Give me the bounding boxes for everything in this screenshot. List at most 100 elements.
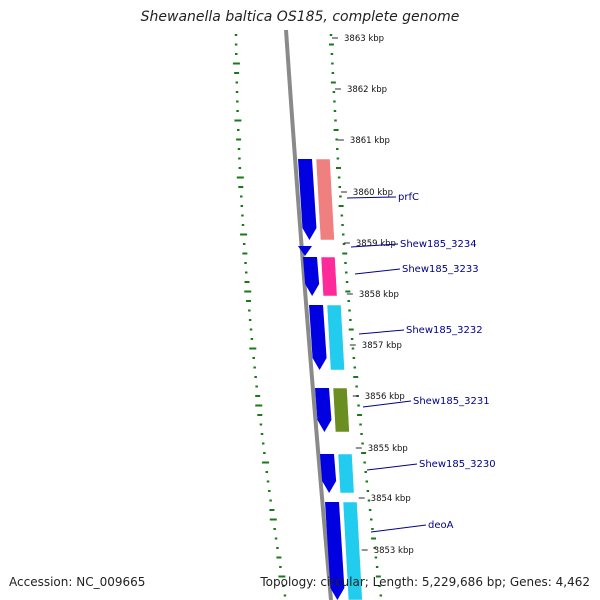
gc-skew-mark	[353, 366, 357, 369]
gc-skew-outer-track	[232, 34, 287, 597]
gc-skew-mark	[236, 176, 244, 179]
gc-skew-mark	[339, 195, 342, 198]
cds-forward-block	[298, 246, 312, 256]
gene-label[interactable]: Shew185_3231	[413, 396, 490, 407]
gc-skew-mark	[273, 528, 276, 530]
gc-skew-mark	[255, 404, 263, 407]
gc-skew-mark	[269, 518, 277, 521]
gc-skew-mark	[331, 72, 335, 74]
gene-label[interactable]: Shew185_3232	[406, 325, 483, 336]
gc-skew-mark	[234, 72, 240, 74]
cds-forward-block	[315, 388, 332, 432]
gc-skew-mark	[236, 138, 242, 141]
kbp-tick-label: 3861 kbp	[350, 136, 390, 146]
gene-label[interactable]: Shew185_3233	[402, 264, 479, 275]
gc-skew-mark	[379, 594, 383, 597]
gc-skew-mark	[375, 566, 379, 568]
kbp-tick-label: 3853 kbp	[374, 546, 414, 556]
gene-label[interactable]: deoA	[428, 520, 454, 531]
gene-label[interactable]: Shew185_3234	[400, 239, 477, 250]
gc-skew-mark	[333, 129, 339, 131]
gc-skew-mark	[353, 376, 359, 378]
gc-skew-mark	[351, 347, 355, 350]
gc-skew-mark	[330, 81, 336, 84]
gene-label-leader	[350, 243, 399, 248]
gc-skew-mark	[357, 404, 360, 407]
gc-skew-mark	[283, 594, 287, 597]
gc-skew-mark	[269, 509, 275, 511]
cds-forward-block	[309, 305, 327, 370]
gc-skew-mark	[371, 537, 377, 540]
gene-label-leader	[370, 524, 427, 533]
cds-forward-block	[303, 257, 320, 296]
gc-skew-mark	[348, 328, 354, 331]
gc-skew-mark	[249, 347, 257, 350]
gc-skew-mark	[360, 433, 363, 435]
gc-skew-mark	[236, 100, 239, 103]
genome-backbone	[284, 29, 333, 600]
gc-skew-mark	[363, 461, 366, 464]
gc-skew-mark	[234, 43, 238, 46]
gene-feature-block	[315, 158, 335, 241]
gc-skew-mark	[334, 119, 337, 122]
gc-skew-mark	[370, 518, 373, 521]
gc-skew-mark	[279, 566, 282, 568]
gc-skew-mark	[249, 328, 253, 331]
kbp-tick-label: 3859 kbp	[356, 239, 396, 249]
gc-skew-mark	[236, 129, 240, 131]
gene-label[interactable]: Shew185_3230	[419, 459, 496, 470]
kbp-tick-label: 3858 kbp	[359, 290, 399, 300]
gc-skew-mark	[241, 214, 244, 217]
gc-skew-mark	[332, 91, 336, 93]
gc-skew-mark	[265, 471, 269, 473]
kbp-tick-label: 3855 kbp	[368, 444, 408, 454]
gc-skew-mark	[248, 319, 252, 321]
gc-skew-mark	[255, 385, 258, 388]
topology-text: Topology: circular; Length: 5,229,686 bp…	[260, 575, 590, 589]
gc-skew-mark	[378, 585, 381, 587]
gc-skew-mark	[274, 537, 278, 540]
gc-skew-mark	[347, 300, 350, 302]
kbp-tick-label: 3862 kbp	[347, 85, 387, 95]
gc-skew-mark	[261, 442, 265, 445]
gc-skew-mark	[330, 53, 334, 55]
gc-skew-mark	[342, 252, 348, 255]
map-title: Shewanella baltica OS185, complete genom…	[140, 9, 460, 25]
gc-skew-mark	[371, 528, 374, 530]
gc-skew-mark	[244, 290, 252, 293]
cds-forward-block	[325, 502, 345, 600]
gc-skew-mark	[276, 547, 279, 549]
gc-skew-mark	[355, 385, 358, 388]
gc-skew-mark	[336, 148, 339, 150]
gc-skew-mark	[375, 575, 381, 578]
gc-skew-mark	[234, 34, 238, 36]
cds-forward-block	[320, 454, 337, 493]
gc-skew-mark	[262, 461, 270, 464]
gene-labels: prfC Shew185_3234 Shew185_3233 Shew185_3232…	[346, 192, 496, 533]
gc-skew-mark	[357, 414, 363, 416]
gc-skew-mark	[329, 34, 333, 36]
gc-skew-mark	[350, 338, 354, 340]
gene-label[interactable]: prfC	[398, 192, 419, 203]
gc-skew-mark	[278, 575, 286, 578]
gc-skew-mark	[345, 271, 348, 274]
kbp-tick-label: 3863 kbp	[344, 34, 384, 44]
gc-skew-mark	[268, 490, 271, 492]
gc-skew-mark	[259, 423, 263, 426]
gc-skew-mark	[335, 138, 338, 141]
gene-feature-block	[326, 304, 345, 371]
gene-feature-block	[337, 453, 355, 494]
gc-skew-mark	[345, 290, 351, 293]
gene-feature-block	[332, 387, 350, 433]
gc-skew-mark	[238, 167, 242, 169]
kbp-ticks: 3863 kbp 3862 kbp 3861 kbp 3860 kbp 3859 kbp…	[332, 34, 414, 556]
gc-skew-mark	[241, 224, 245, 226]
gc-skew-mark	[232, 62, 240, 65]
gc-skew-mark	[338, 205, 344, 207]
gc-skew-mark	[245, 271, 248, 274]
gc-skew-mark	[260, 433, 264, 435]
cds-forward-block	[298, 159, 317, 240]
gc-skew-mark	[342, 243, 346, 245]
gc-skew-mark	[342, 233, 345, 236]
